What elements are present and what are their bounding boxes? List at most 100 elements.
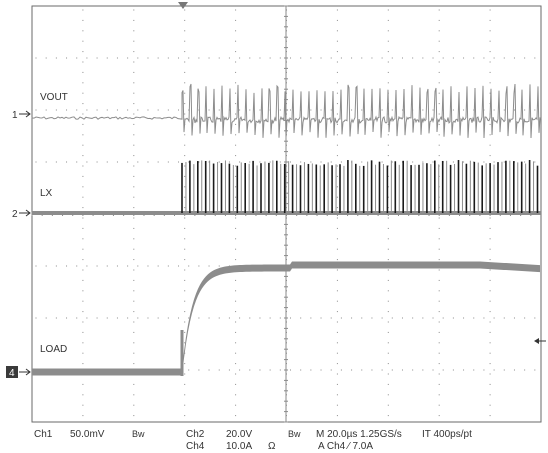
grid-dot (432, 109, 434, 111)
grid-dot (489, 227, 491, 229)
grid-dot (438, 363, 440, 365)
grid-dot (133, 123, 135, 125)
grid-dot (438, 342, 440, 344)
grid-dot (184, 165, 186, 167)
grid-dot (82, 300, 84, 302)
grid-dot (66, 161, 68, 163)
trigger-level-arrow-icon (534, 338, 546, 344)
grid-dot (235, 165, 237, 167)
grid-dot (336, 9, 338, 11)
grid-dot (401, 57, 403, 59)
grid-dot (489, 279, 491, 281)
grid-dot (235, 227, 237, 229)
grid-dot (133, 415, 135, 417)
grid-dot (336, 227, 338, 229)
grid-dot (45, 161, 47, 163)
grid-dot (438, 19, 440, 21)
grid-dot (336, 51, 338, 53)
grid-dot (489, 82, 491, 84)
grid-dot (336, 40, 338, 42)
grid-dot (35, 161, 37, 163)
grid-dot (249, 317, 251, 319)
ch4-impedance: Ω (268, 441, 276, 452)
grid-dot (235, 404, 237, 406)
grid-dot (387, 279, 389, 281)
grid-dot (198, 57, 200, 59)
grid-dot (452, 57, 454, 59)
grid-dot (340, 161, 342, 163)
grid-dot (218, 109, 220, 111)
grid-dot (269, 369, 271, 371)
grid-dot (391, 369, 393, 371)
grid-dot (86, 317, 88, 319)
grid-dot (336, 207, 338, 209)
grid-dot (133, 19, 135, 21)
grid-dot (208, 57, 210, 59)
grid-dot (438, 259, 440, 261)
grid-dot (55, 265, 57, 267)
grid-dot (320, 317, 322, 319)
grid-dot (387, 331, 389, 333)
grid-dot (387, 300, 389, 302)
ch2-label: Ch2 (186, 429, 205, 440)
grid-dot (184, 394, 186, 396)
grid-dot (184, 227, 186, 229)
grid-dot (336, 331, 338, 333)
grid-dot (82, 175, 84, 177)
grid-dot (184, 40, 186, 42)
grid-dot (218, 265, 220, 267)
grid-dot (387, 144, 389, 146)
grid-dot (452, 161, 454, 163)
grid-dot (157, 57, 159, 59)
ch4-scale: 10.0A (226, 441, 252, 452)
grid-dot (184, 352, 186, 354)
grid-dot (235, 415, 237, 417)
grid-dot (82, 259, 84, 261)
grid-dot (489, 40, 491, 42)
grid-dot (387, 61, 389, 63)
grid-dot (157, 161, 159, 163)
channel-2-marker: 2 (12, 209, 31, 220)
grid-dot (35, 109, 37, 111)
grid-dot (106, 317, 108, 319)
grid-dot (235, 134, 237, 136)
grid-dot (452, 369, 454, 371)
grid-dot (137, 265, 139, 267)
grid-dot (208, 109, 210, 111)
grid-dot (336, 19, 338, 21)
grid-dot (442, 317, 444, 319)
grid-dot (483, 161, 485, 163)
grid-dot (184, 19, 186, 21)
grid-dot (133, 404, 135, 406)
grid-dot (269, 161, 271, 163)
grid-dot (351, 369, 353, 371)
grid-dot (391, 57, 393, 59)
grid-dot (188, 369, 190, 371)
grid-dot (489, 311, 491, 313)
grid-dot (82, 103, 84, 105)
grid-dot (438, 269, 440, 271)
grid-dot (82, 61, 84, 63)
grid-dot (133, 259, 135, 261)
grid-dot (137, 161, 139, 163)
ch2-scale: 20.0V (226, 429, 252, 440)
grid-dot (82, 269, 84, 271)
grid-dot (438, 40, 440, 42)
grid-dot (489, 383, 491, 385)
grid-dot (387, 30, 389, 32)
grid-dot (483, 369, 485, 371)
grid-dot (336, 175, 338, 177)
grid-dot (82, 144, 84, 146)
grid-dot (184, 363, 186, 365)
ch1-bandwidth: Bw (132, 429, 145, 439)
grid-dot (249, 369, 251, 371)
grid-dot (184, 331, 186, 333)
grid-dot (330, 317, 332, 319)
grid-dot (133, 82, 135, 84)
grid-dot (147, 109, 149, 111)
grid-dot (489, 144, 491, 146)
grid-dot (137, 109, 139, 111)
grid-dot (184, 300, 186, 302)
grid-dot (401, 109, 403, 111)
grid-dot (133, 196, 135, 198)
